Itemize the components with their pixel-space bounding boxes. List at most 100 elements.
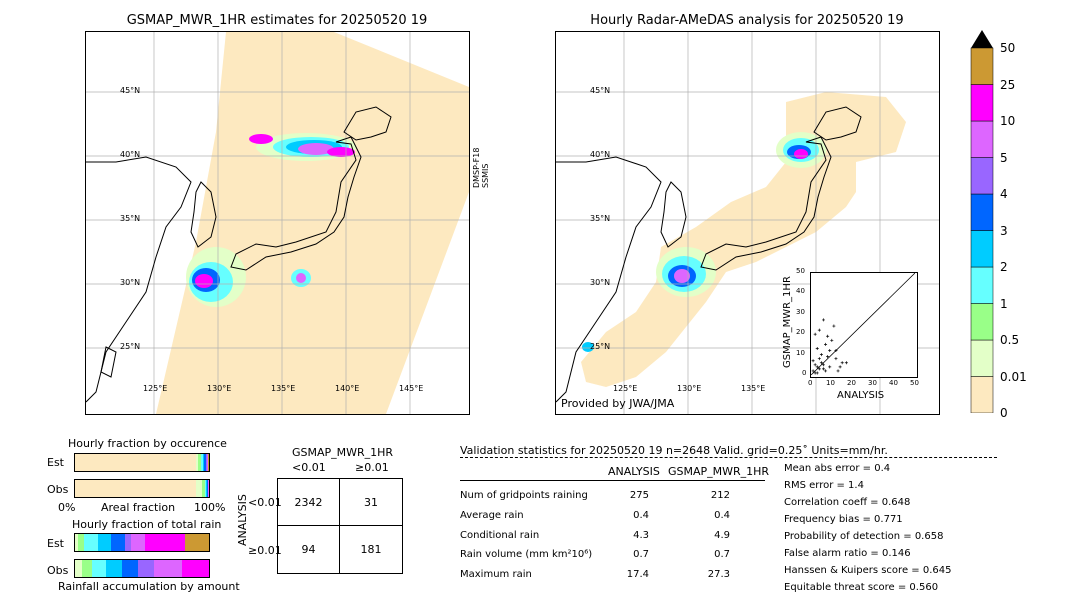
rain-blob	[794, 149, 808, 159]
score-line: Hanssen & Kuipers score = 0.645	[784, 565, 952, 576]
stat-analysis: 0.7	[633, 549, 649, 560]
rain-blob	[195, 274, 213, 288]
scatter-point	[832, 324, 836, 328]
scatter-point	[813, 363, 817, 367]
cell-yy: 181	[360, 543, 382, 556]
right-map-canvas	[556, 32, 939, 414]
bar-segment	[121, 560, 139, 577]
colorbar-segment	[970, 303, 994, 341]
scatter-point	[817, 367, 821, 371]
contingency-title: GSMAP_MWR_1HR	[292, 446, 394, 459]
stat-row-label: Rain volume (mm km²10⁶)	[460, 549, 593, 560]
coverage-area	[581, 92, 906, 387]
scatter-point	[811, 369, 815, 373]
scatter-point	[817, 328, 821, 332]
colorbar-svg	[970, 30, 994, 413]
right-map: 45°N 40°N 35°N 30°N 25°N 125°E 130°E 135…	[555, 31, 940, 415]
score-line: Equitable threat score = 0.560	[784, 582, 939, 593]
scatter-point	[819, 361, 823, 365]
scatter-point	[817, 357, 821, 361]
scatter-point	[834, 357, 838, 361]
occurrence-bar-est	[74, 453, 210, 472]
total-rain-title: Hourly fraction of total rain	[72, 518, 222, 531]
scatter-xtick: 10	[826, 379, 835, 387]
left-lon-label: 125°E	[143, 384, 168, 393]
stat-row-label: Num of gridpoints raining	[460, 490, 588, 501]
bar-segment	[131, 534, 146, 551]
occ-label-est: Est	[47, 456, 64, 469]
score-line: RMS error = 1.4	[784, 480, 864, 491]
satellite-label: DMSP-F18 SSMIS	[472, 147, 490, 188]
colorbar-segment	[970, 84, 994, 122]
bar-segment	[137, 560, 156, 577]
scatter-point	[840, 361, 844, 365]
scatter-xtick: 30	[868, 379, 877, 387]
colorbar-segment	[970, 157, 994, 195]
scatter-plot	[811, 273, 915, 375]
scatter-ytick: 40	[796, 287, 805, 295]
colorbar	[970, 30, 994, 413]
stat-analysis: 4.3	[633, 530, 649, 541]
colorbar-segment	[970, 376, 994, 413]
rain-blob	[298, 143, 334, 155]
cell-nn: 2342	[294, 496, 323, 509]
bar-segment	[208, 454, 209, 471]
scatter-ylabel: GSMAP_MWR_1HR	[782, 276, 793, 368]
colorbar-segment	[970, 266, 994, 304]
validation-rule	[460, 457, 997, 458]
scatter-point	[826, 334, 830, 338]
right-map-title: Hourly Radar-AMeDAS analysis for 2025052…	[590, 13, 904, 28]
bar-segment	[208, 480, 209, 497]
colorbar-segment	[970, 230, 994, 268]
left-map-canvas	[86, 32, 469, 414]
colorbar-tick-label: 0	[1000, 406, 1008, 420]
stat-row-label: Average rain	[460, 510, 524, 521]
col-gsmap-header: GSMAP_MWR_1HR	[668, 465, 770, 478]
cell-yn: 94	[301, 543, 316, 556]
scatter-ytick: 10	[796, 349, 805, 357]
rain-label-obs: Obs	[47, 564, 69, 577]
right-lon-label: 125°E	[613, 384, 638, 393]
coastline-hokkaido	[343, 106, 392, 141]
occ-label-obs: Obs	[47, 483, 69, 496]
scatter-point	[813, 332, 817, 336]
stat-gsmap: 4.9	[714, 530, 730, 541]
left-lon-label: 140°E	[335, 384, 360, 393]
scatter-point	[826, 355, 830, 359]
colorbar-tick-label: 0.01	[1000, 369, 1027, 384]
left-lon-label: 145°E	[399, 384, 424, 393]
col-analysis-header: ANALYSIS	[608, 465, 660, 478]
bar-segment	[84, 534, 99, 551]
validation-header-rule	[460, 480, 765, 481]
total-rain-bar-obs	[74, 559, 210, 578]
stat-gsmap: 0.4	[714, 510, 730, 521]
scatter-point	[821, 367, 825, 371]
right-lat-label: 40°N	[590, 150, 611, 159]
scatter-point	[815, 346, 819, 350]
stat-row-label: Conditional rain	[460, 530, 540, 541]
scatter-point	[828, 365, 832, 369]
contingency-row-label: ≥0.01	[248, 544, 282, 557]
scatter-ytick: 50	[796, 267, 805, 275]
contingency-table: 2342 31 94 181	[277, 478, 403, 574]
right-lat-label: 35°N	[590, 214, 611, 223]
colorbar-segment	[970, 193, 994, 231]
colorbar-segment	[970, 120, 994, 158]
coastline-china	[86, 156, 192, 403]
stat-gsmap: 27.3	[707, 569, 730, 580]
scatter-xtick: 50	[910, 379, 919, 387]
scatter-ytick: 0	[802, 369, 807, 377]
bar-segment	[182, 560, 209, 577]
total-rain-bar-est	[74, 533, 210, 552]
scatter-xtick: 20	[847, 379, 856, 387]
left-map: 45°N 40°N 35°N 30°N 25°N 125°E 130°E 135…	[85, 31, 470, 415]
scatter-inset	[810, 272, 918, 378]
left-lat-label: 35°N	[120, 214, 141, 223]
scatter-point	[821, 318, 825, 322]
colorbar-segment	[970, 47, 994, 85]
colorbar-tick-label: 50	[1000, 41, 1016, 55]
bar-segment	[111, 534, 126, 551]
scatter-point	[838, 365, 842, 369]
left-lon-label: 135°E	[271, 384, 296, 393]
bar-segment	[208, 480, 209, 497]
